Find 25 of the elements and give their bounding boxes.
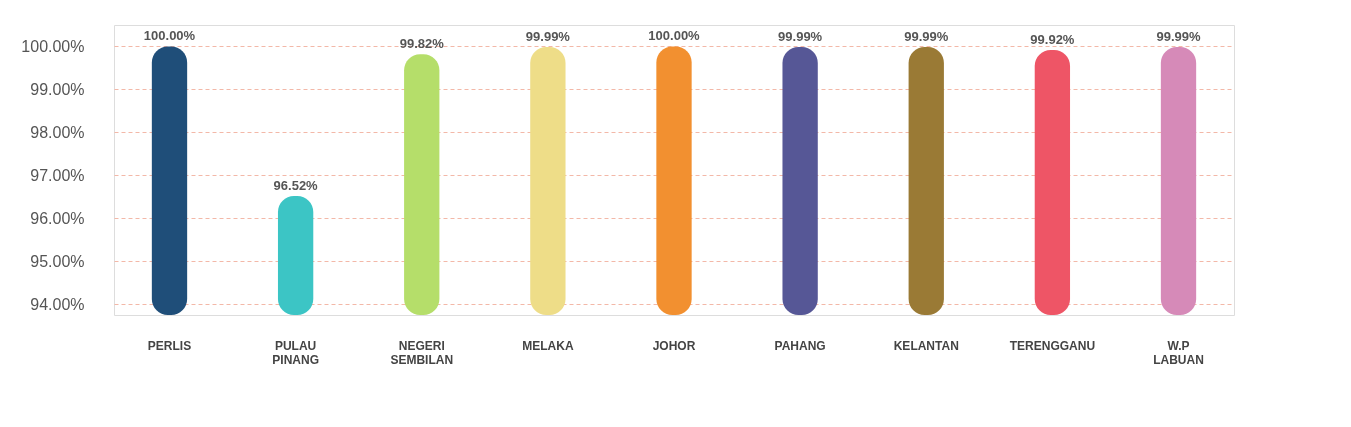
data-label: 96.52% — [273, 177, 319, 193]
y-tick-label: 97.00% — [30, 166, 85, 184]
data-label: 99.82% — [399, 36, 445, 52]
y-tick-label: 99.00% — [30, 80, 85, 98]
x-tick-label: NEGERI SEMBILAN — [390, 338, 454, 367]
x-tick-label: JOHOR — [652, 338, 696, 353]
data-label: 100.00% — [143, 28, 196, 44]
x-tick-label: TERENGGANU — [1009, 338, 1096, 353]
data-label: 100.00% — [648, 28, 701, 44]
data-label: 99.99% — [904, 28, 949, 44]
x-tick-label: MELAKA — [522, 338, 574, 353]
y-tick-label: 94.00% — [30, 295, 85, 313]
x-tick-label: PERLIS — [147, 338, 192, 353]
data-label: 99.99% — [778, 28, 823, 44]
data-label: 99.99% — [1156, 28, 1201, 44]
y-tick-label: 98.00% — [30, 123, 85, 141]
x-tick-label: KELANTAN — [893, 338, 959, 353]
data-label: 99.99% — [525, 28, 571, 44]
y-tick-label: 100.00% — [21, 37, 85, 55]
data-label: 99.92% — [1030, 31, 1075, 47]
x-tick-label: W.P LABUAN — [1153, 338, 1204, 367]
y-tick-label: 96.00% — [30, 209, 85, 227]
x-tick-label: PULAU PINANG — [272, 338, 319, 367]
x-tick-label: PAHANG — [774, 338, 826, 353]
y-tick-label: 95.00% — [30, 252, 85, 270]
